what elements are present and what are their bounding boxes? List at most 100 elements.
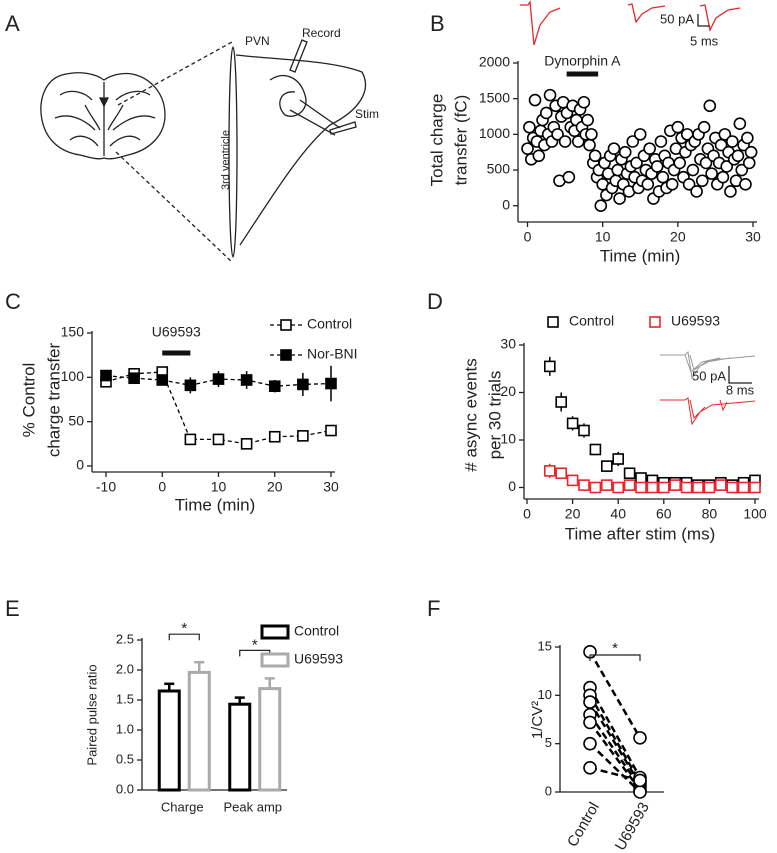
diagram-label: Stim xyxy=(355,107,379,121)
y-axis-label: transfer (fC) xyxy=(451,95,470,186)
y-tick-label: 0.0 xyxy=(116,781,134,796)
data-point xyxy=(726,135,739,148)
x-tick-label: 0 xyxy=(524,229,532,245)
panel-label: B xyxy=(430,11,445,36)
y-tick-label: 0 xyxy=(502,196,510,212)
data-point xyxy=(669,479,682,491)
data-point xyxy=(558,135,572,148)
y-tick-label: 2.0 xyxy=(116,661,134,676)
data-point xyxy=(635,472,647,484)
data-point xyxy=(571,135,585,148)
legend-label: Control xyxy=(307,316,352,332)
x-tick-label: 0 xyxy=(523,506,531,522)
data-point xyxy=(540,106,553,120)
y-axis-label: % Control xyxy=(19,363,38,438)
data-point xyxy=(703,481,716,494)
legend-label: U69593 xyxy=(671,313,720,329)
y-tick-label: 10 xyxy=(538,687,552,702)
y-tick-label: 50 xyxy=(68,412,84,428)
data-point xyxy=(562,170,576,184)
data-point xyxy=(212,373,225,385)
data-point xyxy=(523,120,536,134)
data-point xyxy=(184,379,197,392)
pair-line xyxy=(588,713,642,788)
y-tick-label: 10 xyxy=(500,431,516,447)
data-point xyxy=(240,374,253,386)
data-point xyxy=(654,135,668,148)
data-point xyxy=(613,192,626,205)
x-tick-label: 10 xyxy=(595,229,611,245)
data-point xyxy=(588,149,602,163)
data-point xyxy=(703,99,717,113)
data-point xyxy=(735,163,749,177)
data-point xyxy=(128,372,140,385)
data-point xyxy=(212,433,225,446)
data-point xyxy=(521,142,534,155)
x-axis-label: Time after stim (ms) xyxy=(565,524,715,543)
legend-label: Control xyxy=(569,313,614,329)
y-axis-label: Total charge xyxy=(427,94,446,187)
data-point xyxy=(585,128,598,141)
data-point xyxy=(566,417,579,430)
data-point xyxy=(551,128,564,141)
data-point xyxy=(716,170,730,184)
x-tick-label: 20 xyxy=(670,229,686,245)
panel-label: D xyxy=(427,289,443,314)
y-tick-label: 15 xyxy=(538,638,552,653)
data-point xyxy=(555,467,568,480)
significance: * xyxy=(252,636,258,653)
y-tick-label: 5 xyxy=(545,735,552,750)
panel-label: F xyxy=(427,596,440,621)
x-tick-label: 10 xyxy=(211,479,227,495)
data-point xyxy=(720,160,733,173)
data-point xyxy=(581,113,594,127)
data-point xyxy=(268,380,281,393)
x-tick-label: Peak amp xyxy=(223,799,282,814)
data-point xyxy=(705,167,718,180)
pair-line xyxy=(588,686,642,779)
data-point xyxy=(646,481,659,494)
y-axis-label: 1/CV² xyxy=(529,701,546,739)
y-tick-label: 1000 xyxy=(479,125,510,141)
scale-label: 8 ms xyxy=(726,382,755,397)
x-tick-label: 30 xyxy=(323,479,339,495)
annotation: U69593 xyxy=(152,324,201,340)
x-axis-label: Time (min) xyxy=(175,495,256,514)
significance: * xyxy=(181,620,187,637)
data-point xyxy=(657,481,670,494)
data-point xyxy=(184,433,197,446)
legend-marker xyxy=(280,319,292,331)
data-point xyxy=(697,120,711,134)
y-tick-label: 500 xyxy=(487,161,511,177)
y-axis-label: per 30 trials xyxy=(485,371,504,460)
pair-line xyxy=(589,742,641,793)
data-point xyxy=(699,156,713,170)
scale-label: 5 ms xyxy=(690,33,719,48)
y-axis-label: # async events xyxy=(461,358,480,471)
data-point xyxy=(686,163,700,177)
data-point xyxy=(566,474,579,487)
y-tick-label: 2.5 xyxy=(116,631,134,646)
data-point xyxy=(633,773,647,788)
data-point xyxy=(731,149,745,163)
data-point xyxy=(583,761,597,775)
data-point xyxy=(695,174,709,188)
data-point xyxy=(671,120,685,134)
data-point xyxy=(612,481,625,494)
data-point xyxy=(656,170,670,184)
data-point xyxy=(641,178,655,191)
legend-label: U69593 xyxy=(294,651,343,667)
diagram-label: Record xyxy=(302,26,341,40)
slice-diagram xyxy=(40,39,367,263)
y-tick-label: 150 xyxy=(61,324,85,340)
panel-label: A xyxy=(5,11,20,36)
data-point xyxy=(724,185,737,198)
data-point xyxy=(618,145,632,159)
data-point xyxy=(528,93,542,107)
diagram-label: 3rd ventricle xyxy=(220,130,232,190)
data-point xyxy=(594,199,608,213)
data-point xyxy=(583,695,597,709)
bar xyxy=(228,702,252,792)
data-point xyxy=(643,142,656,155)
series-line xyxy=(105,371,332,445)
